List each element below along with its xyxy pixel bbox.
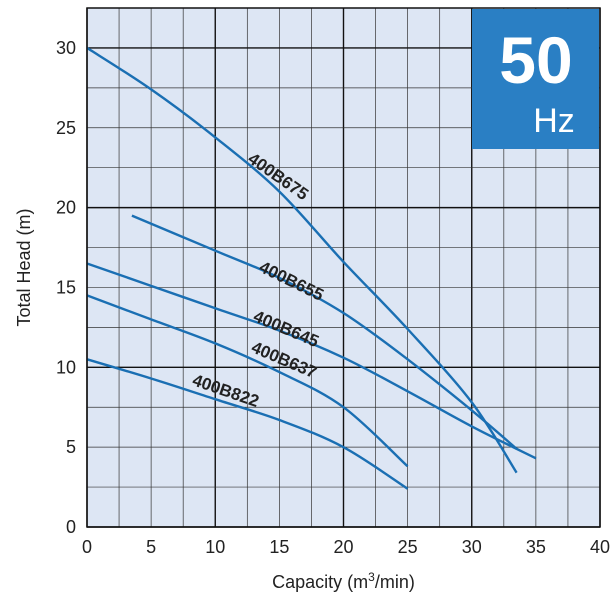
x-tick-label: 35 — [526, 537, 546, 557]
x-tick-label: 25 — [398, 537, 418, 557]
x-tick-label: 20 — [333, 537, 353, 557]
x-tick-label: 40 — [590, 537, 610, 557]
badge-unit: Hz — [533, 102, 575, 140]
plot-frame — [86, 7, 601, 528]
y-axis-ticks: 0 5 10 15 20 25 30 — [56, 38, 76, 537]
x-tick-label: 0 — [82, 537, 92, 557]
x-axis-ticks: 0 5 10 15 20 25 30 35 40 — [82, 537, 610, 557]
x-tick-label: 10 — [205, 537, 225, 557]
y-tick-label: 10 — [56, 357, 76, 377]
curve-400B645 — [86, 262, 537, 460]
curve-400B822 — [86, 358, 409, 490]
y-tick-label: 25 — [56, 118, 76, 138]
y-tick-label: 5 — [66, 437, 76, 457]
curve-400B675 — [86, 46, 518, 474]
y-tick-label: 30 — [56, 38, 76, 58]
y-tick-label: 15 — [56, 277, 76, 297]
x-axis-label: Capacity (m3/min) — [272, 570, 415, 592]
badge-background — [472, 9, 599, 149]
curve-400B637 — [86, 294, 409, 468]
y-axis-label: Total Head (m) — [14, 208, 34, 326]
x-tick-label: 30 — [462, 537, 482, 557]
y-tick-label: 0 — [66, 517, 76, 537]
curves — [86, 46, 537, 490]
x-tick-label: 15 — [269, 537, 289, 557]
x-tick-label: 5 — [146, 537, 156, 557]
y-tick-label: 20 — [56, 198, 76, 218]
curve-400B655 — [131, 214, 518, 450]
frequency-badge: 50 Hz — [472, 9, 599, 149]
badge-value: 50 — [499, 23, 572, 97]
